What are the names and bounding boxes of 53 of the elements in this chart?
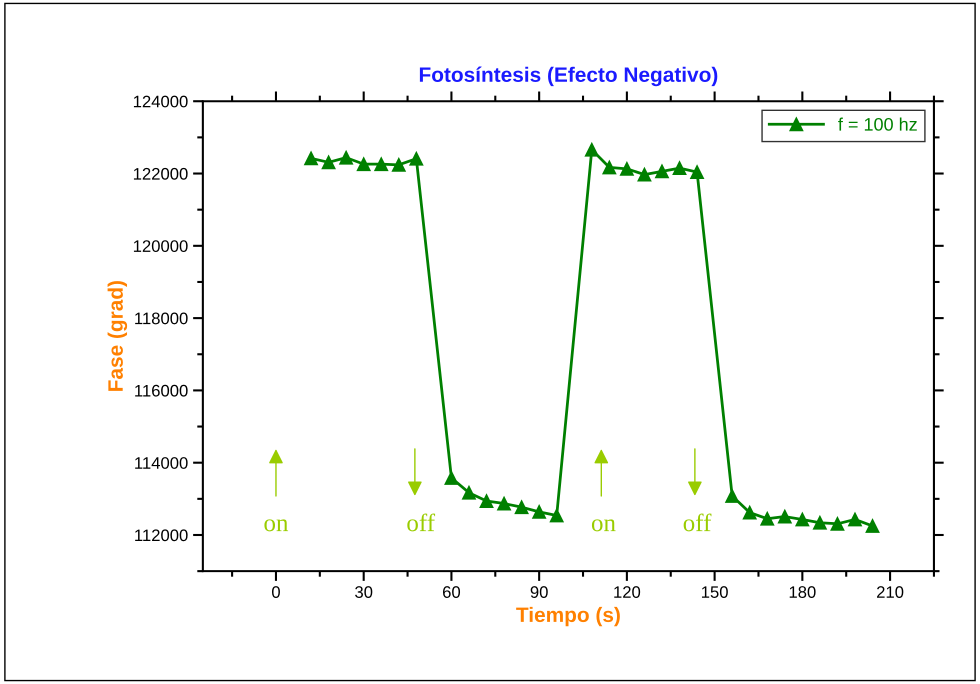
point xyxy=(532,504,546,519)
y-tick-label: 122000 xyxy=(134,168,188,180)
chart-title: Fotosíntesis (Efecto Negativo) xyxy=(420,66,718,86)
point xyxy=(304,151,318,166)
point xyxy=(760,512,774,526)
point xyxy=(602,160,616,174)
point xyxy=(374,157,388,172)
y-tick-label: 114000 xyxy=(135,457,188,469)
point xyxy=(655,164,669,178)
x-tick-label: 180 xyxy=(790,586,816,598)
x-tick-label: 120 xyxy=(614,586,640,598)
point xyxy=(392,158,406,172)
point xyxy=(480,494,494,508)
x-axis-title: Tiempo (s) xyxy=(516,606,620,626)
point xyxy=(795,512,810,526)
point xyxy=(742,506,757,520)
x-tick-label: 150 xyxy=(702,586,728,598)
point xyxy=(584,142,599,157)
annotation: off xyxy=(407,514,436,532)
x-tick-label: 30 xyxy=(355,586,372,598)
point xyxy=(725,489,740,503)
point xyxy=(497,496,512,510)
point xyxy=(866,519,880,533)
x-tick-label: 0 xyxy=(272,586,280,598)
y-tick-label: 118000 xyxy=(135,312,188,324)
point xyxy=(672,161,686,176)
point xyxy=(514,500,529,514)
point xyxy=(848,512,862,526)
y-tick-label: 124000 xyxy=(134,96,188,108)
point xyxy=(339,150,354,165)
annotation: on xyxy=(264,519,288,532)
point xyxy=(812,516,827,530)
point xyxy=(690,165,704,180)
point xyxy=(409,152,424,166)
x-tick-label: 60 xyxy=(443,586,460,598)
y-tick-label: 120000 xyxy=(134,240,188,252)
point xyxy=(830,516,844,531)
legend-label: f = 100 hz xyxy=(838,117,917,131)
point xyxy=(322,155,336,170)
x-tick-label: 90 xyxy=(530,586,548,598)
point xyxy=(444,470,458,485)
point xyxy=(356,157,371,172)
point xyxy=(637,168,652,182)
y-tick-label: 112000 xyxy=(135,529,188,542)
point xyxy=(550,508,564,522)
y-axis-title: Fase (grad) xyxy=(108,281,128,391)
point xyxy=(462,486,476,500)
y-tick-label: 116000 xyxy=(135,384,188,397)
annotation: on xyxy=(592,519,616,532)
point xyxy=(620,162,634,176)
point xyxy=(778,510,792,524)
annotation: off xyxy=(684,514,712,532)
x-tick-label: 210 xyxy=(877,586,904,598)
